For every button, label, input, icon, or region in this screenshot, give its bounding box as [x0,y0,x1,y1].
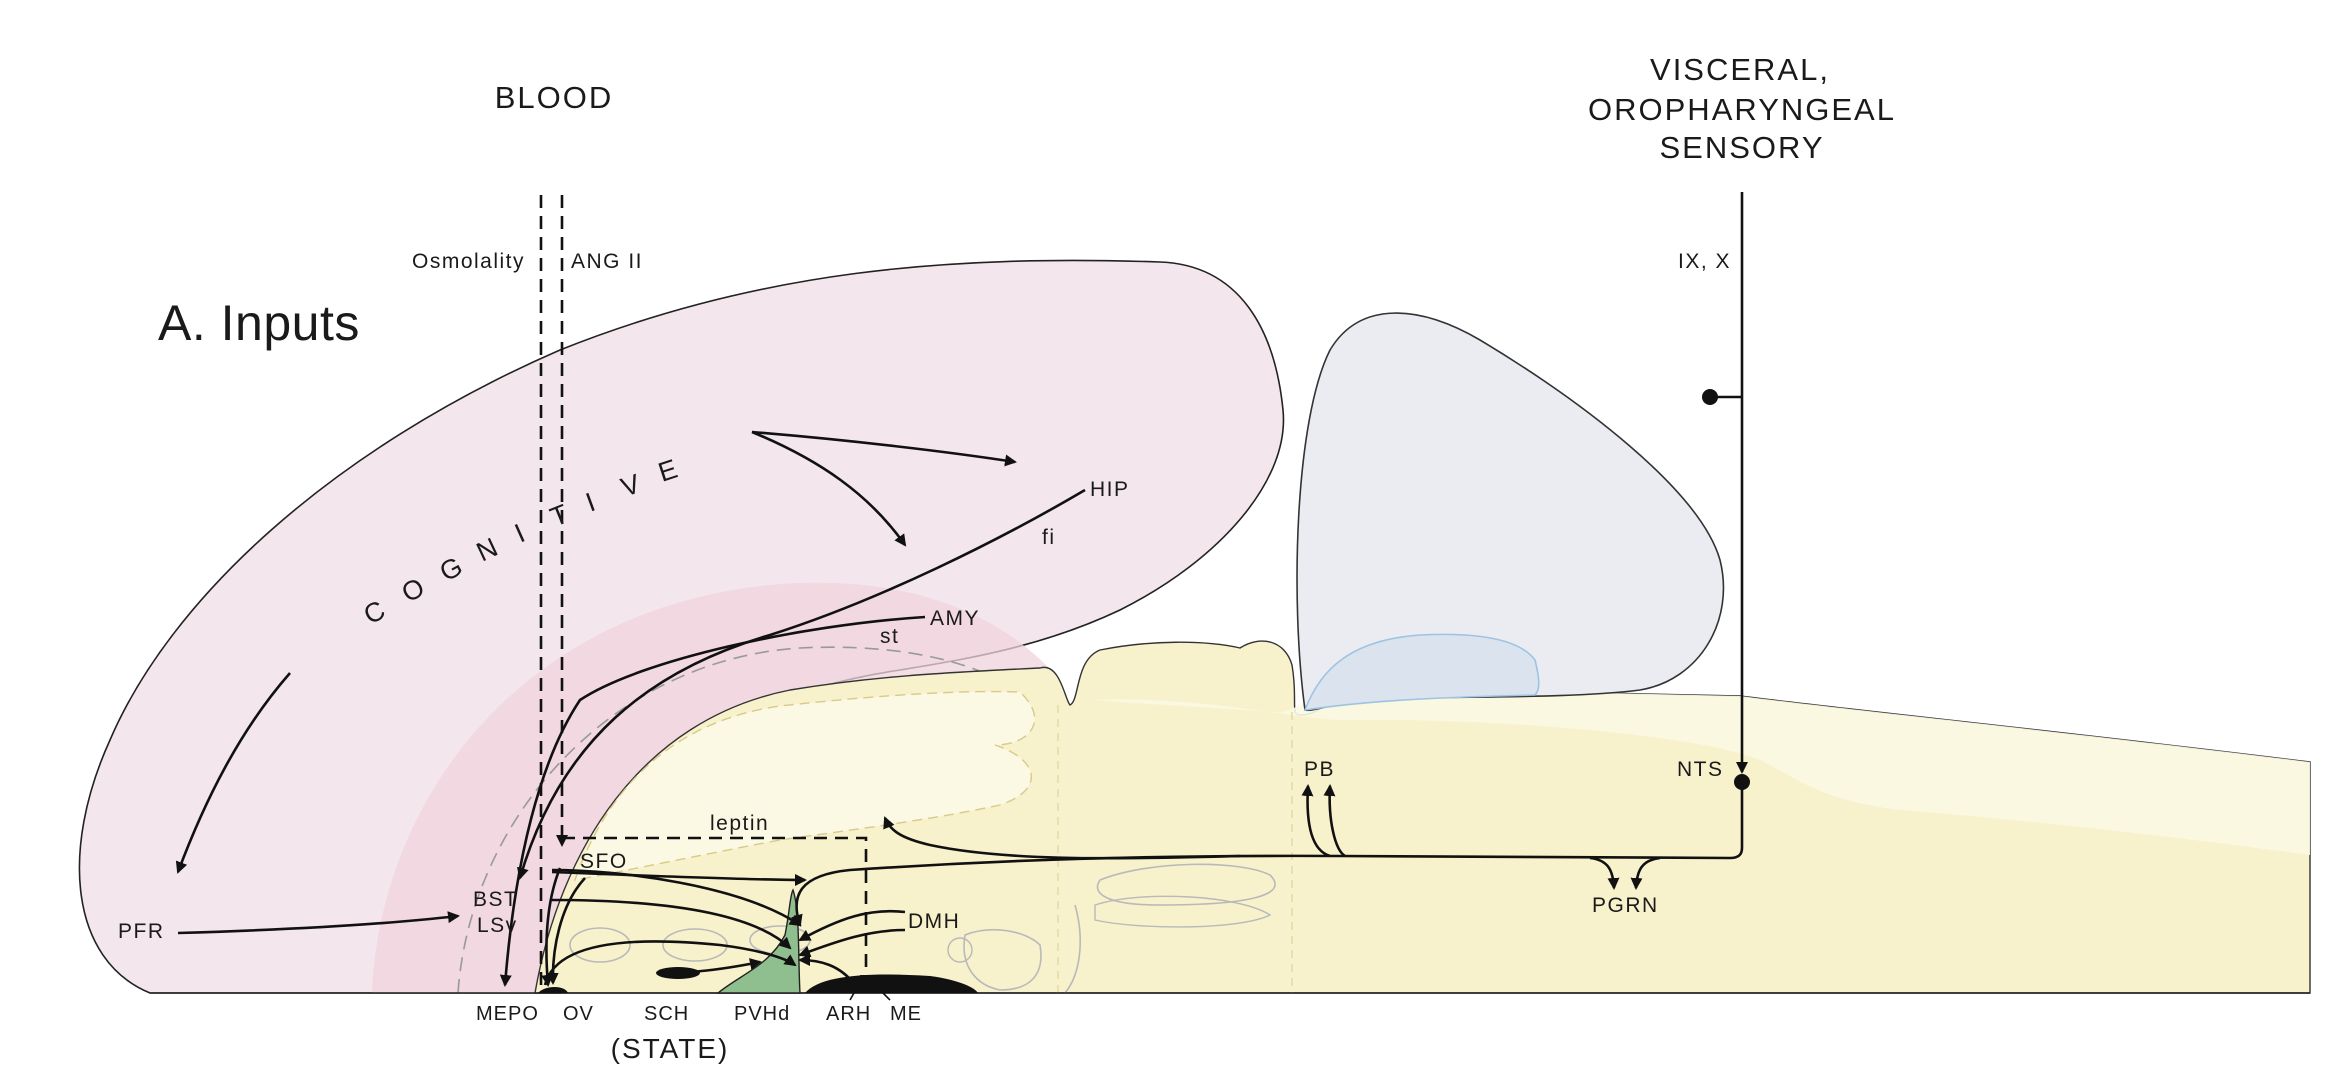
pgrn-label: PGRN [1592,894,1659,917]
sfo-to-pvh-arrow-2 [551,870,807,886]
pb-label: PB [1304,758,1335,781]
thalamus-light-shape [573,690,1036,881]
lsv-label: LSv [477,914,518,937]
cortex-arrow-to-pfr [175,672,291,874]
fornix-path [517,488,1086,880]
blood-label: BLOOD [495,80,614,115]
cortex-arrow-to-hip [751,430,1017,467]
nucleus-outline-7 [1064,904,1081,994]
ang2-label: ANG II [571,250,643,273]
fi-label: fi [1042,526,1056,549]
amy-label: AMY [930,607,980,630]
me-pointer [877,987,891,1001]
nucleus-outline-4 [1096,863,1276,906]
sfo-to-pvh-arrow-1 [551,868,802,927]
st-label: st [880,625,899,648]
pvhd-label: PVHd [734,1003,790,1025]
visceral-label-line2: OROPHARYNGEAL [1588,92,1896,127]
sfo-label: SFO [580,850,628,873]
state-label: (STATE) [611,1033,730,1064]
osmolality-label: Osmolality [412,250,525,273]
nts-ascending-path [791,782,1744,927]
panel-title: A. Inputs [158,295,360,351]
cortex-arrow-down [751,430,907,547]
pfr-label: PFR [118,920,165,943]
nucleus-outline-6 [963,929,1042,991]
midbrain-light-shape [1090,687,2310,855]
nucleus-outline-8 [947,937,973,963]
leptin-dashed-line [562,836,872,987]
nts-to-pgrn-arrow-1 [1589,856,1620,890]
nucleus-outline-5 [1094,895,1272,928]
nucleus-outline-1 [569,927,631,963]
mepo-to-pvh-arrow [543,940,797,986]
visceral-label-line1: VISCERAL, [1650,52,1830,87]
dmh-label: DMH [908,910,960,933]
nts-to-pb-arrow-1 [1301,784,1331,858]
ganglion-dot [1702,389,1718,405]
arh-to-pvh-arrow [798,954,857,986]
limbic-dashed-contour [457,646,1001,994]
visceral-label-line3: SENSORY [1659,130,1824,165]
ov-label: OV [563,1003,594,1025]
stria-terminalis-path [499,615,926,987]
nts-to-pgrn-arrow-2 [1630,856,1661,890]
pfr-to-bst-arrow [177,911,460,935]
sch-dark-shape [656,967,700,979]
arh-label: ARH [826,1003,871,1025]
me-label: ME [890,1003,922,1025]
cerebellum-blue-shape [1303,633,1540,711]
sch-label: SCH [644,1003,689,1025]
nts-to-thalamus-arrow [883,816,1241,860]
dmh-to-pvh-arrow [798,909,906,942]
dmh-to-pvh-arrow-2 [798,928,906,958]
ixx-label: IX, X [1678,250,1731,273]
arh-pointer [849,985,859,1001]
mepo-label: MEPO [476,1003,539,1025]
mepo-loop-right [546,877,586,985]
ov-shape [538,987,568,993]
bst-to-pvh-arrow [551,898,792,950]
sch-to-pvh-arrow [689,958,762,974]
nts-label: NTS [1677,758,1724,781]
bst-label: BST [473,888,518,911]
leptin-label: leptin [710,812,769,835]
nts-to-pb-arrow-2 [1323,784,1346,858]
hip-label: HIP [1090,478,1130,501]
